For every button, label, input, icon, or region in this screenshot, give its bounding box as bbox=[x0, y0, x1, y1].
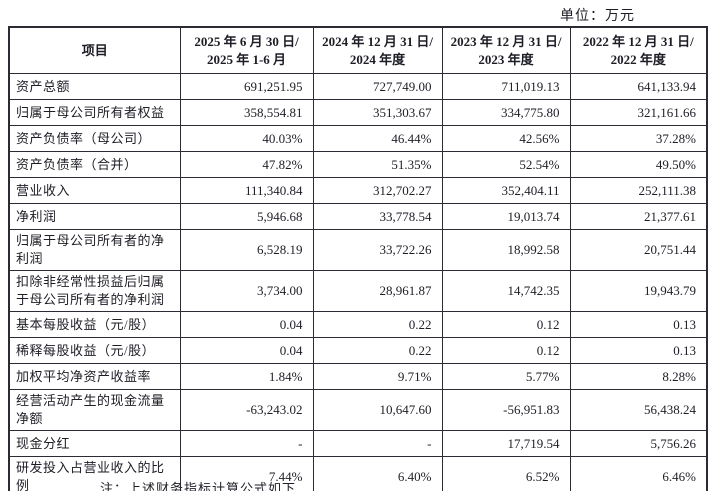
cell-value: 0.22 bbox=[312, 337, 443, 364]
table-row-basic-eps: 基本每股收益（元/股） 0.04 0.22 0.12 0.13 bbox=[8, 311, 708, 338]
cell-value: 6.46% bbox=[569, 456, 708, 491]
header-cell-period-2022: 2022 年 12 月 31 日/ 2022 年度 bbox=[569, 26, 708, 74]
cell-value: 18,992.58 bbox=[441, 229, 571, 271]
cell-value: 51.35% bbox=[312, 151, 443, 178]
cell-value: 1.84% bbox=[179, 363, 314, 390]
table-row-parent-equity: 归属于母公司所有者权益 358,554.81 351,303.67 334,77… bbox=[8, 99, 708, 126]
cell-value: 334,775.80 bbox=[441, 99, 571, 126]
cell-value: 0.22 bbox=[312, 311, 443, 338]
row-label: 稀释每股收益（元/股） bbox=[8, 337, 181, 364]
header-cell-item: 项目 bbox=[8, 26, 181, 74]
table-row-net-profit: 净利润 5,946.68 33,778.54 19,013.74 21,377.… bbox=[8, 203, 708, 230]
cell-value: - bbox=[312, 430, 443, 457]
cell-value: 0.12 bbox=[441, 311, 571, 338]
cell-value: 33,778.54 bbox=[312, 203, 443, 230]
row-label: 研发投入占营业收入的比 例 bbox=[8, 456, 181, 491]
cell-value: 19,943.79 bbox=[569, 270, 708, 312]
table-row-operating-cash-flow: 经营活动产生的现金流量 净额 -63,243.02 10,647.60 -56,… bbox=[8, 389, 708, 431]
cell-value: 0.13 bbox=[569, 311, 708, 338]
table-row-debt-ratio-consolidated: 资产负债率（合并） 47.82% 51.35% 52.54% 49.50% bbox=[8, 151, 708, 178]
cell-value: 0.13 bbox=[569, 337, 708, 364]
table-row-diluted-eps: 稀释每股收益（元/股） 0.04 0.22 0.12 0.13 bbox=[8, 337, 708, 364]
row-label: 归属于母公司所有者的净 利润 bbox=[8, 229, 181, 271]
row-label: 净利润 bbox=[8, 203, 181, 230]
row-label: 归属于母公司所有者权益 bbox=[8, 99, 181, 126]
cell-value: 711,019.13 bbox=[441, 73, 571, 100]
cell-value: 351,303.67 bbox=[312, 99, 443, 126]
cell-value: 6.40% bbox=[312, 456, 443, 491]
cell-value: 358,554.81 bbox=[179, 99, 314, 126]
cell-value: 111,340.84 bbox=[179, 177, 314, 204]
cell-value: 5,946.68 bbox=[179, 203, 314, 230]
header-cell-period-2025: 2025 年 6 月 30 日/ 2025 年 1-6 月 bbox=[179, 26, 314, 74]
cell-value: 10,647.60 bbox=[312, 389, 443, 431]
table-row-net-profit-parent: 归属于母公司所有者的净 利润 6,528.19 33,722.26 18,992… bbox=[8, 229, 708, 271]
cell-value: -63,243.02 bbox=[179, 389, 314, 431]
cell-value: 0.04 bbox=[179, 337, 314, 364]
table-header-row: 项目 2025 年 6 月 30 日/ 2025 年 1-6 月 2024 年 … bbox=[8, 26, 708, 74]
row-label: 资产总额 bbox=[8, 73, 181, 100]
financial-summary-table: 项目 2025 年 6 月 30 日/ 2025 年 1-6 月 2024 年 … bbox=[8, 26, 708, 491]
row-label: 加权平均净资产收益率 bbox=[8, 363, 181, 390]
row-label: 经营活动产生的现金流量 净额 bbox=[8, 389, 181, 431]
row-label: 资产负债率（母公司） bbox=[8, 125, 181, 152]
cell-value: 33,722.26 bbox=[312, 229, 443, 271]
cell-value: 8.28% bbox=[569, 363, 708, 390]
cell-value: 3,734.00 bbox=[179, 270, 314, 312]
cell-value: 0.12 bbox=[441, 337, 571, 364]
cell-value: 0.04 bbox=[179, 311, 314, 338]
cell-value: 28,961.87 bbox=[312, 270, 443, 312]
table-row-debt-ratio-parent: 资产负债率（母公司） 40.03% 46.44% 42.56% 37.28% bbox=[8, 125, 708, 152]
cell-value: 727,749.00 bbox=[312, 73, 443, 100]
table-row-rd-expense-ratio: 研发投入占营业收入的比 例 7.44% 6.40% 6.52% 6.46% bbox=[8, 456, 708, 491]
header-cell-period-2023: 2023 年 12 月 31 日/ 2023 年度 bbox=[441, 26, 571, 74]
cell-value: 5,756.26 bbox=[569, 430, 708, 457]
cell-value: 312,702.27 bbox=[312, 177, 443, 204]
cell-value: 49.50% bbox=[569, 151, 708, 178]
cell-value: 352,404.11 bbox=[441, 177, 571, 204]
row-label: 资产负债率（合并） bbox=[8, 151, 181, 178]
cell-value: 691,251.95 bbox=[179, 73, 314, 100]
table-row-total-assets: 资产总额 691,251.95 727,749.00 711,019.13 64… bbox=[8, 73, 708, 100]
cell-value: 20,751.44 bbox=[569, 229, 708, 271]
cell-value: 37.28% bbox=[569, 125, 708, 152]
table-row-operating-revenue: 营业收入 111,340.84 312,702.27 352,404.11 25… bbox=[8, 177, 708, 204]
cell-value: 40.03% bbox=[179, 125, 314, 152]
row-label: 扣除非经常性损益后归属 于母公司所有者的净利润 bbox=[8, 270, 181, 312]
footnote-clipped: 注：上述财务指标计算公式如下 bbox=[100, 481, 297, 491]
cell-value: 56,438.24 bbox=[569, 389, 708, 431]
table-row-net-profit-excl-nonrecurring: 扣除非经常性损益后归属 于母公司所有者的净利润 3,734.00 28,961.… bbox=[8, 270, 708, 312]
cell-value: 47.82% bbox=[179, 151, 314, 178]
cell-value: 46.44% bbox=[312, 125, 443, 152]
row-label: 现金分红 bbox=[8, 430, 181, 457]
cell-value: 7.44% bbox=[179, 456, 314, 491]
cell-value: 6,528.19 bbox=[179, 229, 314, 271]
cell-value: 641,133.94 bbox=[569, 73, 708, 100]
row-label: 基本每股收益（元/股） bbox=[8, 311, 181, 338]
table-row-cash-dividend: 现金分红 - - 17,719.54 5,756.26 bbox=[8, 430, 708, 457]
header-cell-period-2024: 2024 年 12 月 31 日/ 2024 年度 bbox=[312, 26, 443, 74]
cell-value: 21,377.61 bbox=[569, 203, 708, 230]
cell-value: -56,951.83 bbox=[441, 389, 571, 431]
cell-value: 321,161.66 bbox=[569, 99, 708, 126]
cell-value: 9.71% bbox=[312, 363, 443, 390]
row-label: 营业收入 bbox=[8, 177, 181, 204]
unit-label: 单位：万元 bbox=[560, 9, 635, 24]
cell-value: 6.52% bbox=[441, 456, 571, 491]
cell-value: 5.77% bbox=[441, 363, 571, 390]
cell-value: 252,111.38 bbox=[569, 177, 708, 204]
cell-value: - bbox=[179, 430, 314, 457]
cell-value: 52.54% bbox=[441, 151, 571, 178]
cell-value: 19,013.74 bbox=[441, 203, 571, 230]
cell-value: 17,719.54 bbox=[441, 430, 571, 457]
cell-value: 42.56% bbox=[441, 125, 571, 152]
table-row-weighted-roe: 加权平均净资产收益率 1.84% 9.71% 5.77% 8.28% bbox=[8, 363, 708, 390]
cell-value: 14,742.35 bbox=[441, 270, 571, 312]
